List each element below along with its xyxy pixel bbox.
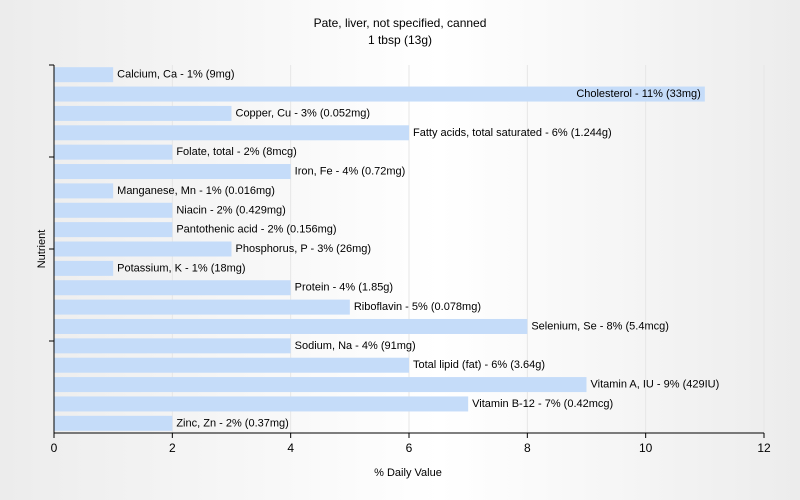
data-labels: Calcium, Ca - 1% (9mg) Cholesterol - 11% … bbox=[117, 69, 719, 430]
bar bbox=[54, 299, 350, 315]
bars bbox=[54, 67, 705, 431]
data-label: Zinc, Zn - 2% (0.37mg) bbox=[176, 417, 288, 429]
chart-subtitle: 1 tbsp (13g) bbox=[368, 33, 432, 47]
bar bbox=[54, 357, 409, 373]
data-label: Total lipid (fat) - 6% (3.64g) bbox=[413, 359, 545, 371]
data-label: Riboflavin - 5% (0.078mg) bbox=[354, 301, 481, 313]
data-label: Potassium, K - 1% (18mg) bbox=[117, 262, 245, 274]
y-axis-label: Nutrient bbox=[36, 230, 48, 269]
data-label: Sodium, Na - 4% (91mg) bbox=[295, 340, 416, 352]
data-label: Vitamin A, IU - 9% (429IU) bbox=[591, 379, 720, 391]
bar bbox=[54, 415, 173, 431]
data-label: Pantothenic acid - 2% (0.156mg) bbox=[176, 224, 336, 236]
data-label: Manganese, Mn - 1% (0.016mg) bbox=[117, 185, 275, 197]
bar bbox=[54, 280, 291, 296]
data-label: Calcium, Ca - 1% (9mg) bbox=[117, 69, 234, 81]
bar bbox=[54, 67, 114, 83]
data-label: Niacin - 2% (0.429mg) bbox=[176, 204, 285, 216]
bar bbox=[54, 222, 173, 238]
x-tick-label: 6 bbox=[406, 441, 413, 455]
chart-title: Pate, liver, not specified, canned bbox=[314, 16, 487, 30]
bar bbox=[54, 86, 705, 102]
axes bbox=[49, 64, 765, 438]
bar bbox=[54, 318, 528, 334]
x-tick-label: 4 bbox=[287, 441, 294, 455]
bar bbox=[54, 164, 291, 180]
data-label: Iron, Fe - 4% (0.72mg) bbox=[295, 166, 406, 178]
bar bbox=[54, 105, 232, 121]
x-tick-labels: 0 2 4 6 8 10 12 bbox=[51, 441, 771, 455]
bar bbox=[54, 260, 114, 276]
bar bbox=[54, 338, 291, 354]
x-tick-label: 8 bbox=[524, 441, 531, 455]
x-axis-label: % Daily Value bbox=[374, 467, 442, 479]
x-tick-label: 0 bbox=[51, 441, 58, 455]
data-label: Fatty acids, total saturated - 6% (1.244… bbox=[413, 127, 612, 139]
data-label: Folate, total - 2% (8mcg) bbox=[176, 146, 296, 158]
data-label: Vitamin B-12 - 7% (0.42mcg) bbox=[472, 398, 613, 410]
bar bbox=[54, 183, 114, 199]
bar bbox=[54, 241, 232, 257]
data-label: Copper, Cu - 3% (0.052mg) bbox=[236, 107, 371, 119]
bar bbox=[54, 377, 587, 393]
bar bbox=[54, 396, 469, 412]
data-label: Selenium, Se - 8% (5.4mcg) bbox=[531, 320, 669, 332]
data-label: Phosphorus, P - 3% (26mg) bbox=[236, 243, 372, 255]
x-tick-label: 12 bbox=[757, 441, 771, 455]
bar bbox=[54, 144, 173, 160]
x-tick-label: 2 bbox=[169, 441, 176, 455]
x-tick-label: 10 bbox=[639, 441, 653, 455]
bar bbox=[54, 125, 409, 141]
bar bbox=[54, 202, 173, 218]
data-label: Cholesterol - 11% (33mg) bbox=[576, 88, 701, 100]
data-label: Protein - 4% (1.85g) bbox=[295, 282, 393, 294]
